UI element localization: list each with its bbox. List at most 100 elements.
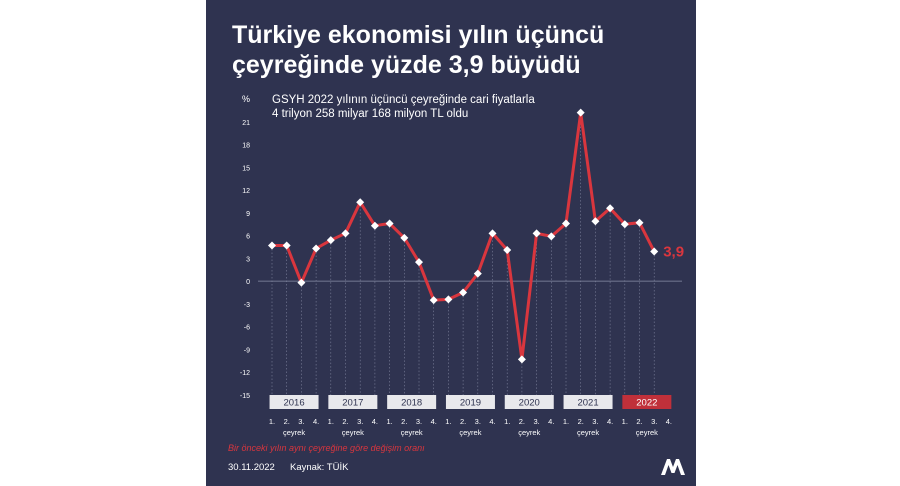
year-box [387,395,437,409]
quarter-tick-label: 1. [445,417,451,426]
quarter-tick-label: 1. [269,417,275,426]
data-point [517,355,526,364]
data-point [576,108,585,117]
quarter-tick-label: 2. [401,417,407,426]
quarter-tick-label: 3. [475,417,481,426]
quarter-tick-label: 3. [298,417,304,426]
data-point [532,229,541,238]
y-tick-label: 9 [246,211,250,218]
infographic-card: Türkiye ekonomisi yılın üçüncü çeyreğind… [206,0,696,486]
data-point [444,295,453,304]
quarter-tick-label: 4. [372,417,378,426]
data-point [268,241,276,250]
year-box [328,395,378,409]
year-label: 2016 [283,398,304,409]
year-box [504,395,554,409]
chart-subtitle: GSYH 2022 yılının üçüncü çeyreğinde cari… [272,93,602,121]
last-value-label: 3,9 [663,244,684,261]
quarter-tick-label: 3. [416,417,422,426]
y-tick-label: 12 [242,188,250,195]
data-points [268,108,659,364]
data-point [606,204,615,213]
data-point [547,232,556,241]
quarter-tick-label: 4. [313,417,319,426]
year-label: 2021 [577,398,598,409]
data-point [415,258,423,267]
data-point [282,241,291,250]
data-point [341,229,350,238]
quarter-tick-label: 4. [548,417,554,426]
quarter-tick-label: 2. [284,417,290,426]
data-point [591,217,600,226]
quarter-tick-label: 1. [328,417,334,426]
chart-grid [258,112,682,395]
quarter-tick-label: 4. [489,417,495,426]
data-point [326,236,335,245]
year-label: 2020 [519,398,540,409]
quarter-tick-label: 4. [666,417,672,426]
y-tick-label: 21 [242,120,250,127]
quarter-tick-label: 3. [357,417,363,426]
y-tick-label: -9 [244,347,250,354]
data-point [297,278,306,287]
data-point [356,198,365,207]
quarter-word-label: çeyrek [518,428,540,437]
quarter-word-label: çeyrek [401,428,423,437]
data-point [459,288,468,297]
year-box [445,395,495,409]
data-point [429,296,438,305]
source-credit: Kaynak: TÜİK [290,462,349,473]
title-line-1: Türkiye ekonomisi yılın üçüncü [232,21,605,49]
data-point [635,218,644,227]
quarter-tick-label: 3. [592,417,598,426]
year-label: 2018 [401,398,422,409]
quarter-word-label: çeyrek [342,428,364,437]
y-axis: % -15 -12 -9 -6 -3 0 3 6 9 12 15 18 21 [240,94,250,400]
quarter-tick-label: 3. [651,417,657,426]
quarter-tick-label: 4. [607,417,613,426]
series-line [272,111,656,361]
subtitle-line-2: 4 trilyon 258 milyar 168 milyon TL oldu [272,108,469,120]
line-chart: % -15 -12 -9 -6 -3 0 3 6 9 12 15 18 21 3,9 2016 1. 2. 3… [240,94,684,437]
y-tick-label: -12 [240,370,250,377]
growth-series [272,111,656,361]
y-tick-label: 3 [246,256,250,263]
quarter-tick-label: 3. [533,417,539,426]
y-tick-label: 6 [246,234,250,241]
data-point [620,220,629,229]
aa-logo [661,459,685,475]
quarter-tick-label: 2. [578,417,584,426]
quarter-word-label: çeyrek [636,428,658,437]
y-tick-label: -6 [244,325,250,332]
data-point [400,233,409,242]
page-title: Türkiye ekonomisi yılın üçüncü çeyreğind… [232,20,682,80]
data-point [473,269,482,278]
x-axis: 2016 1. 2. 3. 4. çeyrek 2017 1. 2. 3. 4. çeyrek 2018… [269,395,672,437]
quarter-tick-label: 4. [431,417,437,426]
y-tick-label: 0 [246,279,250,286]
aa-logo-icon [661,459,685,475]
data-point [503,246,512,255]
quarter-tick-label: 1. [386,417,392,426]
y-tick-label: 15 [242,165,250,172]
year-label: 2022 [636,398,657,409]
quarter-tick-label: 1. [622,417,628,426]
quarter-word-label: çeyrek [459,428,481,437]
data-point [650,247,659,256]
y-tick-label: -3 [244,302,250,309]
data-point [488,229,497,238]
data-point [370,221,379,230]
quarter-tick-label: 1. [504,417,510,426]
quarter-tick-label: 2. [460,417,466,426]
chart-note: Bir önceki yılın aynı çeyreğine göre değ… [228,443,425,453]
title-line-2: çeyreğinde yüzde 3,9 büyüdü [232,51,581,79]
quarter-tick-label: 2. [519,417,525,426]
year-box [622,395,672,409]
quarter-tick-label: 2. [636,417,642,426]
y-tick-label: -15 [240,393,250,400]
quarter-word-label: çeyrek [283,428,305,437]
data-point [312,244,321,253]
y-tick-label: 18 [242,143,250,150]
data-point [385,219,394,228]
year-label: 2019 [460,398,481,409]
